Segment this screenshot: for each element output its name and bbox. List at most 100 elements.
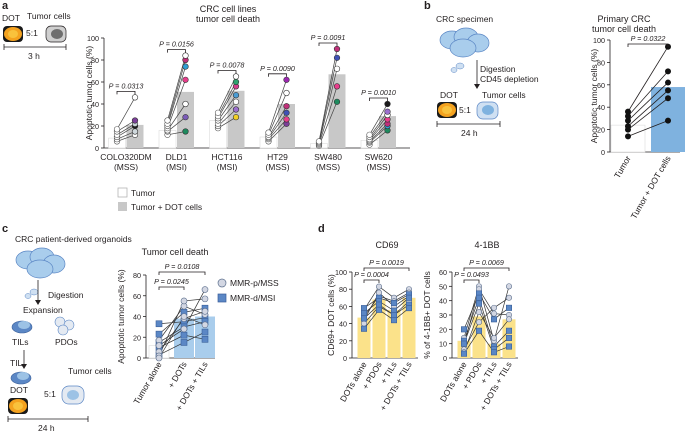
schematic-c-tumor: Tumor cells xyxy=(68,366,112,376)
pair-line xyxy=(116,134,136,142)
chart-d1-p-value: P = 0.0004 xyxy=(354,270,389,279)
pair-line xyxy=(217,81,237,117)
chart-d1-significance-bracket xyxy=(363,267,410,271)
chart-b-significance-bracket xyxy=(627,43,669,47)
point-mss xyxy=(180,297,188,305)
pair-line xyxy=(627,82,669,121)
point-tumor-dot xyxy=(131,117,139,124)
schematic-b-dot: DOT xyxy=(440,90,458,100)
chart-a-significance-bracket xyxy=(116,91,136,95)
chart-a-y-tick-label: 60 xyxy=(91,78,99,87)
panel-a: a DOT Tumor cells 5:1 3 h CRC cell lines… xyxy=(2,0,410,212)
pair-line xyxy=(627,120,669,137)
point-msi xyxy=(405,294,412,301)
point-msi xyxy=(155,330,163,338)
chart-d2-y-tick-label: 0 xyxy=(443,354,447,363)
chart-d1-y-tick-label: 60 xyxy=(339,302,347,311)
point-mss xyxy=(155,342,163,349)
tumor-cell-icon xyxy=(45,25,67,43)
point-tumor-dot xyxy=(665,79,671,86)
legend-msi-label: MMR-d/MSI xyxy=(230,293,275,303)
point-tumor-dot xyxy=(665,68,671,75)
x-tick-label-sub: (MSI) xyxy=(217,162,238,172)
sample-line xyxy=(463,330,510,354)
chart-d1-y-tick-label: 20 xyxy=(339,337,347,346)
chart-a-y-axis-label: Apoptotic tumor cells (%) xyxy=(84,46,94,141)
chart-a-significance-bracket xyxy=(217,70,237,74)
sample-line xyxy=(463,296,510,348)
chart-c-title: Tumor cell death xyxy=(142,247,209,257)
schematic-c-pdos: PDOs xyxy=(55,337,78,347)
chart-c-y-tick-label: 40 xyxy=(133,313,141,322)
chart-d2-y-tick-label: 20 xyxy=(439,325,447,334)
x-tick-label-sub: (MSS) xyxy=(265,162,289,172)
bar xyxy=(387,309,401,358)
point-mss xyxy=(505,294,512,301)
chart-a-p-value: P = 0.0090 xyxy=(260,64,295,73)
point-mss xyxy=(490,304,497,311)
point-mss xyxy=(505,283,512,290)
legend-tumor-dot-label: Tumor + DOT cells xyxy=(131,202,202,212)
chart-b-y-axis-label: Apoptotic tumor cells (%) xyxy=(589,49,599,144)
point-tumor xyxy=(625,117,631,124)
point-mss xyxy=(375,283,382,290)
point-msi xyxy=(505,343,512,350)
point-tumor-dot xyxy=(665,95,671,102)
point-mss xyxy=(475,309,482,316)
chart-a-significance-bracket xyxy=(167,49,186,53)
point-msi xyxy=(155,320,163,328)
chart-a-p-value: P = 0.0091 xyxy=(311,33,346,42)
panel-a-schematic: DOT Tumor cells 5:1 3 h xyxy=(2,11,71,61)
chart-b-y-tick-label: 20 xyxy=(597,126,605,135)
point-tumor xyxy=(113,126,121,133)
dot-cell-icon xyxy=(3,26,23,42)
point-tumor xyxy=(366,131,373,138)
chart-a-y-tick-label: 0 xyxy=(95,144,99,153)
sample-line xyxy=(463,302,510,350)
chart-b-y-tick-label: 40 xyxy=(597,103,605,112)
point-mss xyxy=(155,354,163,362)
point-tumor xyxy=(164,117,171,124)
pair-line xyxy=(318,68,338,144)
point-tumor xyxy=(625,108,631,115)
chart-c-y-tick-label: 80 xyxy=(133,271,141,280)
chart-a-significance-bracket xyxy=(318,42,338,46)
schematic-a-dot-label: DOT xyxy=(2,13,20,23)
chart-d1-title: CD69 xyxy=(375,240,398,250)
point-tumor-dot xyxy=(333,65,341,72)
chart-a-p-value: P = 0.0078 xyxy=(210,61,245,70)
x-tick-label: HT29 xyxy=(267,152,288,162)
chart-a-p-value: P = 0.0313 xyxy=(109,81,144,90)
pair-line xyxy=(116,131,136,140)
point-msi xyxy=(390,311,397,318)
chart-d2-title: 4-1BB xyxy=(474,240,499,250)
point-tumor xyxy=(625,113,631,120)
tils-icon xyxy=(11,320,33,334)
point-msi xyxy=(405,305,412,312)
x-tick-label: Tumor + DOT cells xyxy=(629,154,673,221)
schematic-b-ratio: 5:1 xyxy=(459,105,471,115)
point-msi xyxy=(201,336,209,343)
pair-line xyxy=(318,57,338,143)
schematic-a-time: 3 h xyxy=(28,51,40,61)
pair-line xyxy=(627,71,669,117)
schematic-a-ratio: 5:1 xyxy=(26,28,38,38)
point-tumor-dot xyxy=(232,92,240,99)
point-mss xyxy=(180,313,188,320)
chart-d2-y-tick-label: 10 xyxy=(439,340,447,349)
pair-line xyxy=(318,101,338,146)
point-tumor xyxy=(625,133,631,140)
x-tick-label-sub: (MSS) xyxy=(316,162,340,172)
point-tumor-dot xyxy=(232,78,240,86)
point-tumor-dot xyxy=(333,45,341,53)
point-tumor-dot xyxy=(665,87,671,94)
pair-line xyxy=(268,112,287,139)
schematic-c-time: 24 h xyxy=(38,423,55,433)
point-tumor-dot xyxy=(283,89,290,97)
x-tick-label-sub: (MSI) xyxy=(166,162,187,172)
point-tumor-dot xyxy=(182,114,189,121)
chart-a-title-line1: CRC cell lines xyxy=(200,4,257,14)
pair-line xyxy=(318,48,338,142)
legend-mss-marker xyxy=(217,278,227,288)
